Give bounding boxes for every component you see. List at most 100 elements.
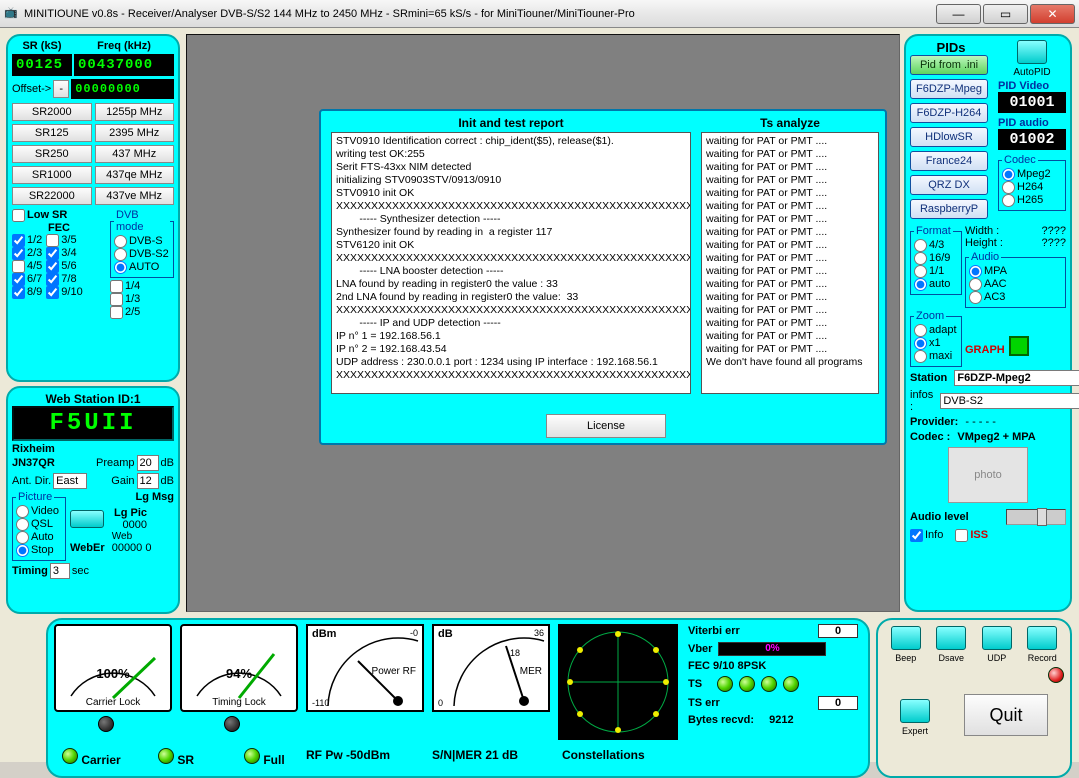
offset-button[interactable]: - [53,80,69,98]
beep-button[interactable] [891,626,921,650]
freq-preset-2[interactable]: 437 MHz [95,145,175,163]
mer-meter: dB 36 18 0 MER [432,624,550,712]
audio-group: Audio MPAAACAC3 [965,251,1066,308]
pid-preset-5[interactable]: RaspberryP [910,199,988,219]
info-checkbox[interactable] [910,529,923,542]
carrier-lock-meter: 100% Carrier Lock [54,624,172,712]
freq-header: Freq (kHz) [74,40,174,52]
picture-Stop[interactable] [16,544,29,557]
gain-input[interactable] [137,473,159,489]
freq-value[interactable]: 00437000 [74,54,174,76]
freq-preset-4[interactable]: 437ve MHz [95,187,175,205]
audio-MPA[interactable] [969,265,982,278]
zoom-adapt[interactable] [914,324,927,337]
tserr-label: TS err [688,697,720,709]
dvb-DVB-S[interactable] [114,235,127,248]
fec-6/7[interactable] [12,273,25,286]
expert-label: Expert [900,726,930,736]
window-close-button[interactable]: ✕ [1030,4,1075,24]
audio-AAC[interactable] [969,278,982,291]
freq-preset-0[interactable]: 1255p MHz [95,103,175,121]
format-16/9[interactable] [914,252,927,265]
window-minimize-button[interactable]: — [936,4,981,24]
fec-3/4[interactable] [46,247,59,260]
zoom-maxi[interactable] [914,350,927,363]
sr-preset-1[interactable]: SR125 [12,124,92,142]
codec-H265[interactable] [1002,194,1015,207]
picture-Video[interactable] [16,505,29,518]
picture-QSL[interactable] [16,518,29,531]
window-maximize-button[interactable]: ▭ [983,4,1028,24]
bytes-label: Bytes recvd: [688,714,754,726]
pid-audio-value[interactable]: 01002 [998,129,1066,150]
zoom-x1[interactable] [914,337,927,350]
fec-2/3[interactable] [12,247,25,260]
report-title: Init and test report [331,116,691,132]
autopid-label: AutoPID [998,67,1066,78]
preamp-input[interactable] [137,455,159,471]
sr-preset-2[interactable]: SR250 [12,145,92,163]
codec-Mpeg2[interactable] [1002,168,1015,181]
dsave-button[interactable] [936,626,966,650]
fec-5/6[interactable] [46,260,59,273]
station-input[interactable] [954,370,1079,386]
pid-from-ini-button[interactable]: Pid from .ini [910,55,988,75]
graph-button[interactable] [1009,336,1029,356]
dvb-DVB-S2[interactable] [114,248,127,261]
fec-1/3[interactable] [110,293,123,306]
format-auto[interactable] [914,278,927,291]
format-1/1[interactable] [914,265,927,278]
low-sr-label: Low SR [27,209,67,222]
pid-preset-2[interactable]: HDlowSR [910,127,988,147]
sr-value[interactable]: 00125 [12,54,72,76]
license-button[interactable]: License [546,414,666,438]
format-4/3[interactable] [914,239,927,252]
pid-preset-3[interactable]: France24 [910,151,988,171]
picture-Auto[interactable] [16,531,29,544]
web-toggle[interactable] [70,510,104,528]
fec-4/5[interactable] [12,260,25,273]
infos-input[interactable] [940,393,1079,409]
autopid-toggle[interactable] [1017,40,1047,64]
timing-input[interactable] [50,563,70,579]
audio-AC3[interactable] [969,291,982,304]
udp-button[interactable] [982,626,1012,650]
fec-9/10[interactable] [46,286,59,299]
ts-led-1 [717,676,733,692]
low-sr-checkbox[interactable] [12,209,25,222]
fec-1/2[interactable] [12,234,25,247]
audio-level-slider[interactable] [1006,509,1066,525]
report-listbox[interactable]: STV0910 Identification correct : chip_id… [331,132,691,394]
dvb-mode-label: DVB mode [114,209,170,233]
dvb-AUTO[interactable] [114,261,127,274]
iss-checkbox[interactable] [955,529,968,542]
fec-3/5[interactable] [46,234,59,247]
fec-7/8[interactable] [46,273,59,286]
fec-1/4[interactable] [110,280,123,293]
snmer-row: S/N|MER 21 dB [432,748,518,762]
web-label: Web [70,531,174,542]
fec-status: FEC 9/10 8PSK [688,660,766,672]
freq-preset-1[interactable]: 2395 MHz [95,124,175,142]
sr-preset-4[interactable]: SR22000 [12,187,92,205]
pid-preset-0[interactable]: F6DZP-Mpeg [910,79,988,99]
pid-video-value[interactable]: 01001 [998,92,1066,113]
fec-label: FEC [12,222,106,234]
expert-button[interactable] [900,699,930,723]
pid-panel: PIDs Pid from .ini F6DZP-MpegF6DZP-H264H… [904,34,1072,612]
ts-listbox[interactable]: waiting for PAT or PMT .... waiting for … [701,132,879,394]
freq-preset-3[interactable]: 437qe MHz [95,166,175,184]
fec-2/5[interactable] [110,306,123,319]
rx-status-panel: Viterbi err0 Vber0% FEC 9/10 8PSK TS TS … [688,624,858,770]
pid-preset-1[interactable]: F6DZP-H264 [910,103,988,123]
sr-preset-0[interactable]: SR2000 [12,103,92,121]
record-button[interactable] [1027,626,1057,650]
fec-8/9[interactable] [12,286,25,299]
pid-preset-4[interactable]: QRZ DX [910,175,988,195]
sr-preset-3[interactable]: SR1000 [12,166,92,184]
quit-button[interactable]: Quit [964,694,1048,736]
preamp-label: Preamp [96,457,135,469]
lgpic-value: 0000 [114,519,147,531]
codec-H264[interactable] [1002,181,1015,194]
ant-dir-input[interactable] [53,473,87,489]
